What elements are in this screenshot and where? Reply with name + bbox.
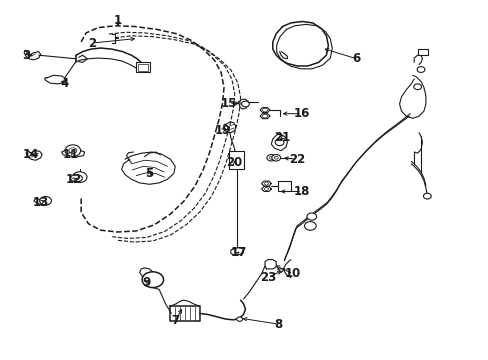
Bar — [136, 62, 150, 72]
Text: 6: 6 — [352, 52, 360, 65]
Text: 13: 13 — [33, 196, 49, 209]
Circle shape — [416, 67, 424, 72]
Circle shape — [274, 156, 278, 159]
Text: 5: 5 — [145, 167, 153, 180]
Text: 16: 16 — [293, 107, 309, 120]
Bar — [417, 49, 427, 55]
Text: 19: 19 — [214, 124, 230, 137]
Ellipse shape — [70, 175, 82, 182]
Circle shape — [264, 182, 268, 185]
Circle shape — [241, 101, 249, 107]
Text: 11: 11 — [62, 148, 79, 161]
Bar — [138, 64, 148, 71]
Bar — [228, 151, 244, 168]
Circle shape — [264, 188, 268, 190]
Circle shape — [271, 154, 280, 161]
Circle shape — [275, 139, 284, 145]
Text: 10: 10 — [285, 267, 301, 280]
Text: 1: 1 — [113, 14, 122, 27]
Circle shape — [304, 222, 316, 230]
Text: 7: 7 — [171, 314, 179, 327]
Circle shape — [65, 145, 81, 156]
Circle shape — [306, 213, 316, 220]
Circle shape — [262, 114, 267, 118]
Circle shape — [413, 84, 421, 90]
Text: 20: 20 — [226, 156, 243, 169]
Text: 21: 21 — [274, 131, 290, 144]
Text: 17: 17 — [230, 246, 246, 259]
Text: 15: 15 — [220, 98, 237, 111]
Circle shape — [142, 272, 163, 288]
Text: 14: 14 — [23, 148, 39, 161]
Circle shape — [40, 197, 51, 205]
Text: 12: 12 — [65, 173, 82, 186]
Circle shape — [236, 317, 242, 321]
Text: 4: 4 — [60, 77, 68, 90]
Text: 18: 18 — [293, 185, 309, 198]
Circle shape — [269, 156, 273, 159]
Text: 8: 8 — [274, 318, 282, 331]
Text: 22: 22 — [288, 153, 305, 166]
Circle shape — [266, 154, 275, 161]
Text: 23: 23 — [259, 271, 275, 284]
Text: 2: 2 — [88, 36, 96, 50]
Circle shape — [69, 148, 77, 153]
Circle shape — [262, 108, 267, 112]
Text: 9: 9 — [142, 276, 150, 289]
Text: 3: 3 — [22, 49, 31, 62]
Circle shape — [423, 193, 430, 199]
Circle shape — [72, 172, 87, 183]
Bar — [277, 181, 291, 192]
